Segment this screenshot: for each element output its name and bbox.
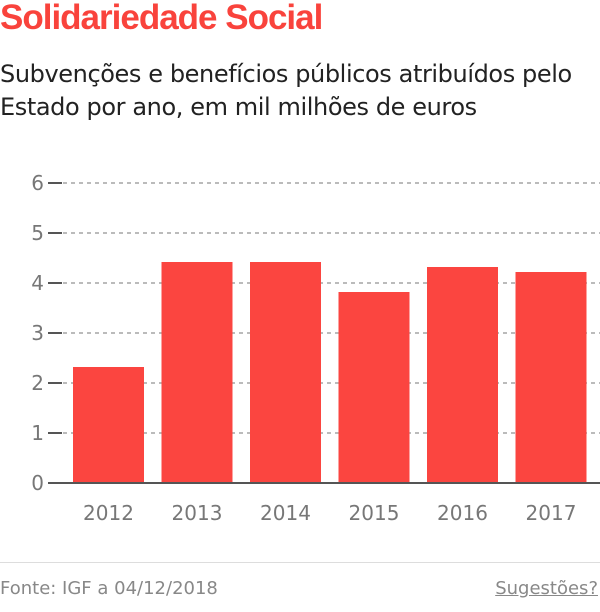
bar-2014 <box>250 262 321 483</box>
bar-2016 <box>427 267 498 483</box>
x-tick-label: 2012 <box>83 501 134 525</box>
y-tick-label: 0 <box>31 471 44 495</box>
footer-divider <box>0 562 600 563</box>
chart-title: Solidariedade Social <box>0 0 323 37</box>
bar-2012 <box>73 367 144 483</box>
y-tick-label: 4 <box>31 271 44 295</box>
suggestions-link[interactable]: Sugestões? <box>495 578 598 599</box>
source-note: Fonte: IGF a 04/12/2018 <box>0 578 218 599</box>
x-tick-label: 2013 <box>172 501 223 525</box>
bar-chart: 0 1 2 3 4 5 6 2012 2013 2014 2015 2016 2017 <box>31 171 600 525</box>
bar-2015 <box>338 292 410 483</box>
y-tick-label: 3 <box>31 321 44 345</box>
y-tick-label: 6 <box>31 171 44 195</box>
y-tick-label: 1 <box>31 421 44 445</box>
y-tick-label: 5 <box>31 221 44 245</box>
x-tick-label: 2015 <box>349 501 400 525</box>
x-tick-label: 2016 <box>437 501 488 525</box>
x-tick-label: 2014 <box>260 501 311 525</box>
chart-subtitle: Subvenções e benefícios públicos atribuí… <box>0 60 572 121</box>
x-tick-label: 2017 <box>526 501 577 525</box>
bar-2017 <box>515 272 587 483</box>
y-tick-label: 2 <box>31 371 44 395</box>
bar-2013 <box>161 262 233 483</box>
